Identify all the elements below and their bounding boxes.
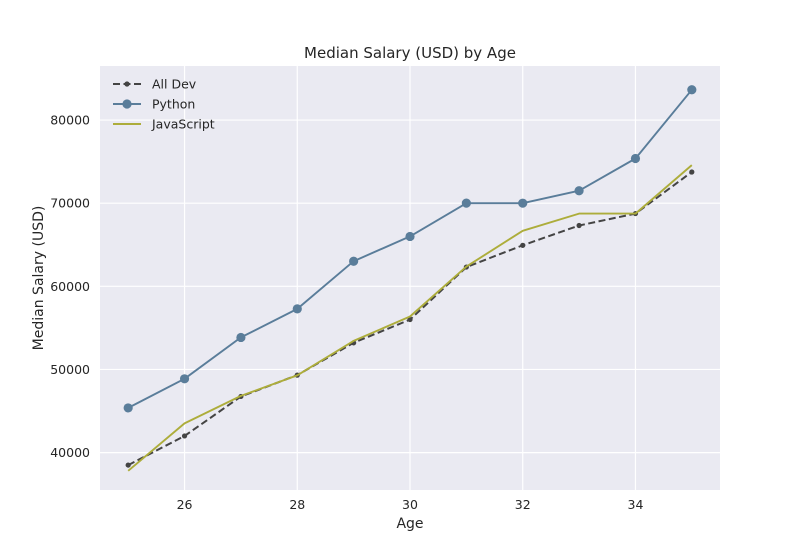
data-point	[179, 374, 190, 384]
y-axis-label: Median Salary (USD)	[31, 206, 47, 351]
legend-item: All Dev	[113, 77, 197, 92]
data-point	[461, 198, 471, 208]
data-point	[292, 304, 302, 314]
data-point	[687, 85, 697, 95]
y-tick-label: 40000	[50, 445, 90, 460]
data-point	[518, 198, 528, 208]
x-tick-label: 28	[289, 497, 305, 512]
grid-lines	[100, 66, 720, 490]
legend-label: All Dev	[152, 77, 197, 92]
y-tick-label: 50000	[50, 362, 90, 377]
y-tick-label: 70000	[50, 196, 90, 211]
x-tick-label: 30	[402, 497, 418, 512]
series-line	[127, 164, 693, 472]
legend-marker	[124, 81, 130, 87]
data-point	[125, 462, 131, 468]
series-python	[123, 85, 697, 413]
legend-label: Python	[152, 97, 195, 112]
data-point	[123, 403, 133, 413]
legend-item: JavaScript	[113, 117, 215, 132]
x-axis-label: Age	[396, 516, 423, 532]
data-point	[630, 153, 641, 164]
data-point	[689, 169, 695, 175]
legend-label: JavaScript	[151, 117, 215, 132]
x-tick-label: 26	[177, 497, 193, 512]
y-tick-labels: 40000 50000 60000 70000 80000	[50, 113, 90, 461]
legend: All Dev Python JavaScript	[113, 77, 215, 132]
x-tick-label: 32	[515, 497, 531, 512]
y-tick-label: 80000	[50, 113, 90, 128]
data-point	[349, 256, 359, 266]
x-tick-label: 34	[628, 497, 644, 512]
data-point	[576, 222, 582, 229]
series-layer	[123, 85, 697, 472]
data-point	[236, 332, 246, 343]
chart-title: Median Salary (USD) by Age	[304, 44, 516, 62]
data-point	[520, 242, 526, 248]
y-tick-label: 60000	[50, 279, 90, 294]
series-javascript	[127, 164, 693, 472]
data-point	[574, 186, 584, 196]
legend-item: Python	[113, 97, 195, 112]
data-point	[405, 231, 415, 242]
data-point	[181, 433, 188, 439]
x-tick-labels: 26 28 30 32 34	[177, 497, 644, 512]
data-point	[407, 316, 413, 323]
legend-marker	[122, 99, 132, 109]
